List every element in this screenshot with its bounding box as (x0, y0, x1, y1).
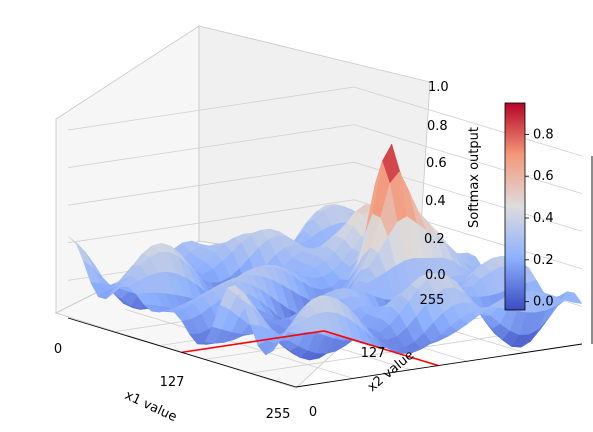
x1-tick-label: 127 (160, 375, 185, 390)
x1-tick-label: 0 (54, 342, 62, 357)
axes-lines (67, 156, 593, 388)
z-tick-label: 0.0 (425, 268, 446, 283)
red-lines (181, 330, 439, 367)
x2-tick-label: 255 (420, 293, 445, 308)
red-guide-line (181, 330, 325, 354)
z-axis-label: Softmax output (467, 127, 482, 228)
surface-patch (287, 324, 307, 334)
colorbar-tick-label: 0.2 (533, 253, 554, 268)
z-tick-label: 0.4 (425, 194, 446, 209)
colorbar (504, 102, 526, 311)
x1-axis-label: x1 value (122, 388, 179, 425)
x1-tick-label: 255 (266, 407, 291, 422)
x2-tick-label: 0 (309, 405, 317, 420)
red-guide-line (323, 330, 439, 367)
z-tick-label: 0.8 (427, 119, 448, 134)
surface (67, 143, 583, 361)
colorbar-tick-label: 0.4 (533, 211, 554, 226)
z-tick-label: 0.2 (424, 232, 445, 247)
colorbar-tick-label: 0.6 (533, 169, 554, 184)
x2-tick-label: 127 (361, 346, 386, 361)
z-tick-label: 1.0 (428, 80, 449, 95)
z-tick-label: 0.6 (426, 156, 447, 171)
colorbar-tick-label: 0.0 (533, 295, 554, 310)
colorbar-tick-label: 0.8 (533, 127, 554, 142)
colorbar-ticks: 0.0 0.2 0.4 0.6 0.8 (525, 127, 554, 310)
